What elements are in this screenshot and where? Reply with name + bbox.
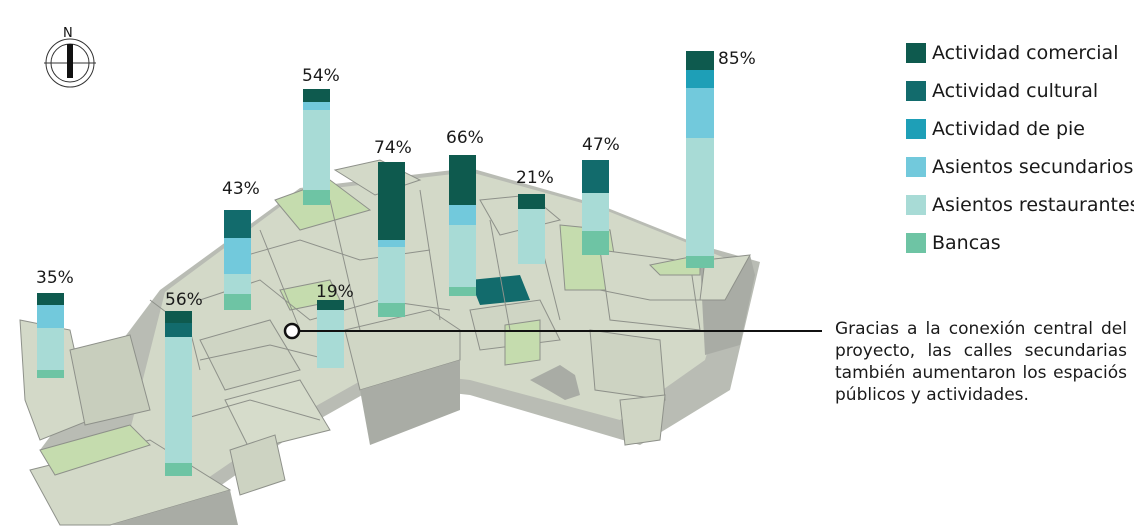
column-percent-label: 47% bbox=[582, 135, 620, 155]
legend-item-actividad-de-pie: Actividad de pie bbox=[906, 110, 1134, 148]
segment-asientos-restaurantes bbox=[224, 274, 251, 294]
legend-label: Actividad comercial bbox=[932, 42, 1119, 64]
legend-swatch bbox=[906, 157, 926, 177]
segment-actividad-cultural bbox=[582, 160, 609, 193]
activity-columns: 35% 56% 43% 54% 19% 74% 66% 21% 47% 85% bbox=[36, 49, 756, 476]
callout-marker bbox=[283, 322, 301, 340]
column-10: 85% bbox=[686, 49, 756, 268]
legend-swatch bbox=[906, 81, 926, 101]
segment-asientos-restaurantes bbox=[165, 337, 192, 463]
segment-actividad-comercial bbox=[518, 194, 545, 209]
segment-actividad-comercial bbox=[317, 300, 344, 310]
column-percent-label: 21% bbox=[516, 168, 554, 188]
legend-item-asientos-secundarios: Asientos secundarios bbox=[906, 148, 1134, 186]
column-percent-label: 19% bbox=[316, 282, 354, 302]
legend-item-actividad-cultural: Actividad cultural bbox=[906, 72, 1134, 110]
segment-asientos-restaurantes bbox=[37, 328, 64, 370]
column-2: 56% bbox=[165, 290, 203, 476]
segment-asientos-secundarios bbox=[37, 305, 64, 328]
segment-asientos-secundarios bbox=[224, 238, 251, 274]
legend-label: Asientos secundarios bbox=[932, 156, 1134, 178]
compass-label: N bbox=[63, 26, 73, 41]
legend-item-asientos-restaurantes: Asientos restaurantes bbox=[906, 186, 1134, 224]
segment-actividad-comercial bbox=[37, 293, 64, 305]
segment-actividad-cultural bbox=[224, 210, 251, 238]
legend-label: Actividad de pie bbox=[932, 118, 1085, 140]
legend-label: Bancas bbox=[932, 232, 1001, 254]
segment-bancas bbox=[165, 463, 192, 476]
segment-bancas bbox=[303, 190, 330, 205]
column-percent-label: 54% bbox=[302, 66, 340, 86]
column-8: 21% bbox=[516, 168, 554, 264]
segment-actividad-de-pie bbox=[686, 70, 714, 88]
segment-actividad-comercial bbox=[686, 51, 714, 70]
segment-asientos-restaurantes bbox=[449, 225, 476, 287]
legend-swatch bbox=[906, 233, 926, 253]
segment-bancas bbox=[449, 287, 476, 296]
segment-bancas bbox=[686, 256, 714, 268]
segment-asientos-restaurantes bbox=[378, 247, 405, 303]
north-compass-icon: N bbox=[44, 26, 96, 88]
segment-actividad-comercial bbox=[378, 162, 405, 240]
segment-bancas bbox=[378, 303, 405, 317]
column-percent-label: 43% bbox=[222, 179, 260, 199]
segment-asientos-secundarios bbox=[449, 205, 476, 225]
segment-asientos-restaurantes bbox=[317, 310, 344, 368]
column-percent-label: 66% bbox=[446, 128, 484, 148]
column-percent-label: 74% bbox=[374, 138, 412, 158]
segment-bancas bbox=[224, 294, 251, 310]
legend-label: Asientos restaurantes bbox=[932, 194, 1134, 216]
column-percent-label: 85% bbox=[718, 49, 756, 69]
column-1: 35% bbox=[36, 268, 74, 378]
segment-actividad-comercial bbox=[449, 155, 476, 205]
callout bbox=[283, 322, 822, 340]
legend: Actividad comercial Actividad cultural A… bbox=[906, 34, 1134, 262]
segment-asientos-secundarios bbox=[303, 102, 330, 110]
segment-asientos-restaurantes bbox=[303, 110, 330, 190]
column-3: 43% bbox=[222, 179, 260, 310]
legend-swatch bbox=[906, 43, 926, 63]
segment-asientos-secundarios bbox=[378, 240, 405, 247]
column-7: 66% bbox=[446, 128, 484, 296]
segment-bancas bbox=[37, 370, 64, 378]
column-5: 19% bbox=[316, 282, 354, 368]
column-9: 47% bbox=[582, 135, 620, 255]
segment-asientos-restaurantes bbox=[518, 209, 545, 264]
segment-actividad-comercial bbox=[165, 311, 192, 323]
segment-asientos-restaurantes bbox=[582, 193, 609, 231]
legend-item-actividad-comercial: Actividad comercial bbox=[906, 34, 1134, 72]
segment-bancas bbox=[582, 231, 609, 255]
segment-asientos-restaurantes bbox=[686, 138, 714, 256]
segment-asientos-secundarios bbox=[686, 88, 714, 138]
legend-item-bancas: Bancas bbox=[906, 224, 1134, 262]
segment-actividad-comercial bbox=[303, 89, 330, 102]
column-6: 74% bbox=[374, 138, 412, 317]
legend-swatch bbox=[906, 195, 926, 215]
column-4: 54% bbox=[302, 66, 340, 205]
column-percent-label: 56% bbox=[165, 290, 203, 310]
legend-label: Actividad cultural bbox=[932, 80, 1099, 102]
column-percent-label: 35% bbox=[36, 268, 74, 288]
legend-swatch bbox=[906, 119, 926, 139]
caption: Gracias a la conexión central del proyec… bbox=[835, 319, 1127, 405]
segment-actividad-cultural bbox=[165, 323, 192, 337]
